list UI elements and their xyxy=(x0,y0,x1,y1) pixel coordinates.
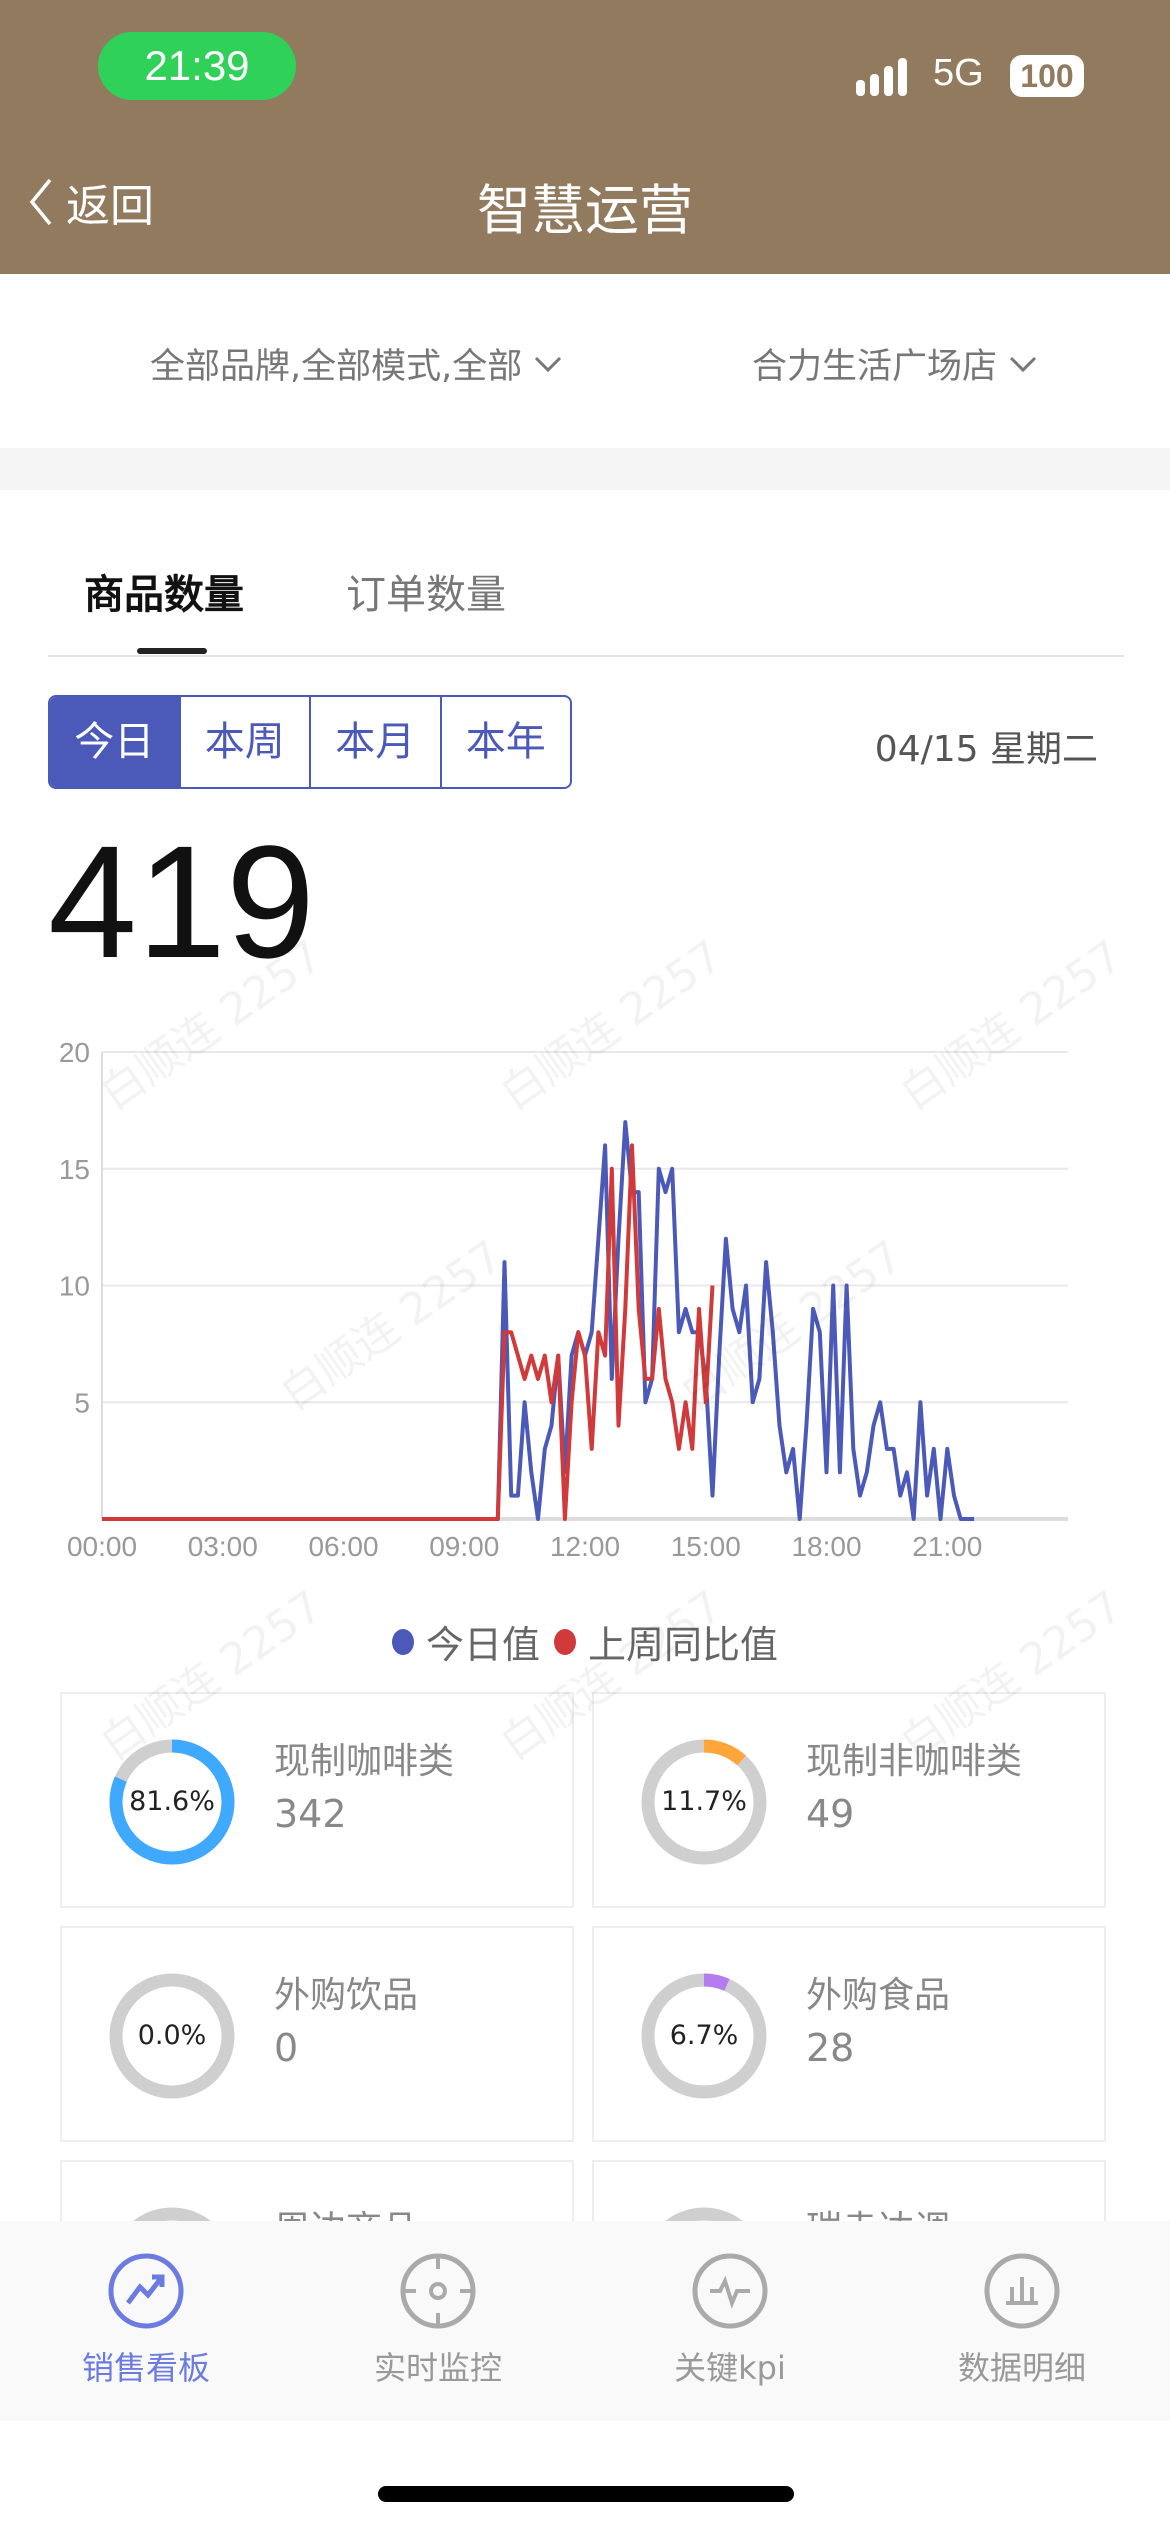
donut-chart xyxy=(109,1739,235,1865)
tab-label: 销售看板 xyxy=(81,2349,210,2387)
donut-chart xyxy=(641,1973,767,2099)
category-percent: 11.7% xyxy=(661,1786,747,1817)
series-line-today xyxy=(102,1120,975,1521)
trend-up-icon xyxy=(108,2253,184,2329)
period-today[interactable]: 今日 xyxy=(50,697,179,787)
donut-chart xyxy=(109,1973,235,2099)
x-tick-label: 21:00 xyxy=(912,1531,982,1562)
section-gap xyxy=(0,448,1170,490)
y-tick-label: 20 xyxy=(59,1037,90,1068)
category-card[interactable]: 6.7% 外购食品 28 xyxy=(592,1926,1106,2142)
signal-icon xyxy=(856,58,907,96)
category-name: 现制咖啡类 xyxy=(274,1741,455,1782)
status-time: 21:39 xyxy=(98,32,296,100)
period-week[interactable]: 本周 xyxy=(178,697,310,787)
pulse-icon xyxy=(692,2253,768,2329)
divider xyxy=(48,655,1124,657)
tab-order-count[interactable]: 订单数量 xyxy=(346,572,506,618)
total-count: 419 xyxy=(48,812,315,991)
legend-lastweek[interactable]: 上周同比值 xyxy=(588,1623,779,1667)
tab-key-kpi[interactable]: 关键kpi xyxy=(584,2221,876,2421)
brand-mode-filter[interactable]: 全部品牌,全部模式,全部 xyxy=(150,338,562,389)
category-percent: 6.7% xyxy=(669,2020,739,2051)
store-label: 合力生活广场店 xyxy=(752,347,998,387)
x-tick-label: 03:00 xyxy=(188,1531,258,1562)
brand-mode-label: 全部品牌,全部模式,全部 xyxy=(150,347,523,387)
category-card[interactable]: 0.0% 外购饮品 0 xyxy=(60,1926,574,2142)
tab-indicator xyxy=(137,648,207,654)
battery-icon: 100 xyxy=(1010,55,1084,97)
category-value: 0 xyxy=(274,2026,299,2070)
period-selector: 今日 本周 本月 本年 xyxy=(48,695,572,789)
tab-product-count[interactable]: 商品数量 xyxy=(84,572,244,618)
legend-today[interactable]: 今日值 xyxy=(425,1623,540,1667)
category-card[interactable]: 81.6% 现制咖啡类 342 xyxy=(60,1692,574,1908)
page-title: 智慧运营 xyxy=(477,179,693,242)
tab-realtime-monitor[interactable]: 实时监控 xyxy=(292,2221,584,2421)
category-value: 28 xyxy=(806,2026,855,2070)
store-filter[interactable]: 合力生活广场店 xyxy=(752,338,1037,389)
donut-chart xyxy=(641,1739,767,1865)
category-value: 342 xyxy=(274,1792,347,1836)
x-tick-label: 09:00 xyxy=(429,1531,499,1562)
period-month[interactable]: 本月 xyxy=(309,697,440,787)
network-type: 5G xyxy=(933,52,984,94)
x-tick-label: 06:00 xyxy=(308,1531,378,1562)
x-tick-label: 18:00 xyxy=(791,1531,861,1562)
chevron-down-icon xyxy=(535,356,562,372)
category-name: 外购食品 xyxy=(806,1975,951,2016)
x-tick-label: 12:00 xyxy=(550,1531,620,1562)
category-name: 现制非咖啡类 xyxy=(806,1741,1023,1782)
y-tick-label: 5 xyxy=(74,1387,90,1418)
date-label: 04/15 星期二 xyxy=(874,729,1098,770)
x-tick-label: 15:00 xyxy=(671,1531,741,1562)
legend-dot-lastweek xyxy=(554,1628,576,1655)
y-tick-label: 10 xyxy=(59,1271,90,1302)
legend-dot-today xyxy=(391,1628,414,1655)
category-name: 外购饮品 xyxy=(274,1975,419,2016)
chevron-down-icon xyxy=(1009,356,1037,372)
bottom-tab-bar: 销售看板 实时监控 关键kpi 数据明细 xyxy=(0,2221,1170,2421)
back-label: 返回 xyxy=(66,181,154,232)
crosshair-icon xyxy=(400,2253,476,2329)
tab-label: 数据明细 xyxy=(957,2349,1086,2387)
period-year[interactable]: 本年 xyxy=(439,697,571,787)
back-button[interactable]: 返回 xyxy=(28,170,154,234)
chart-legend: 今日值 上周同比值 xyxy=(0,1614,1170,1669)
tab-label: 实时监控 xyxy=(373,2349,502,2387)
chevron-left-icon xyxy=(29,178,52,226)
y-tick-label: 15 xyxy=(59,1154,90,1185)
category-percent: 81.6% xyxy=(129,1786,215,1817)
category-card[interactable]: 11.7% 现制非咖啡类 49 xyxy=(592,1692,1106,1908)
series-line-lastweek xyxy=(102,1143,715,1521)
filter-bar xyxy=(0,274,1170,448)
x-tick-label: 00:00 xyxy=(67,1531,137,1562)
bar-chart-icon xyxy=(984,2253,1060,2329)
tab-sales-board[interactable]: 销售看板 xyxy=(0,2221,292,2421)
home-indicator[interactable] xyxy=(378,2486,794,2502)
category-value: 49 xyxy=(806,1792,855,1836)
tab-data-detail[interactable]: 数据明细 xyxy=(876,2221,1168,2421)
category-percent: 0.0% xyxy=(137,2020,207,2051)
line-chart[interactable]: 5 10 15 20 00:00 03:00 06:00 09:00 12:00 15:00 18:… xyxy=(0,1030,1170,1590)
tab-label: 关键kpi xyxy=(674,2349,786,2387)
